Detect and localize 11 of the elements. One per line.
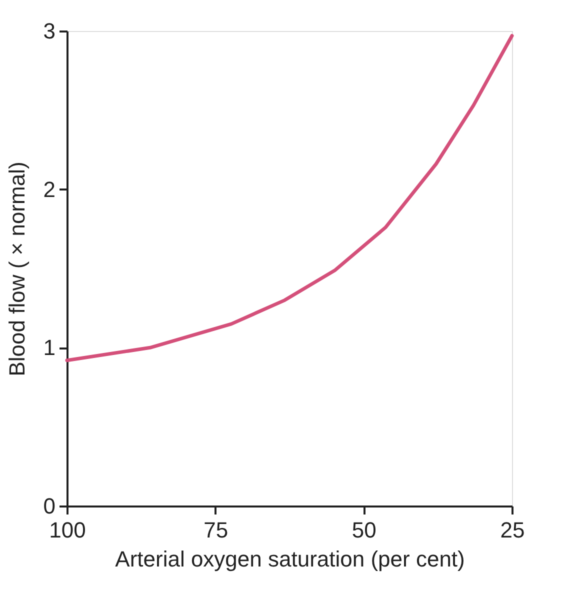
y-axis-title: Blood flow ( × normal) [4,162,30,376]
y-tick-label: 1 [43,335,56,360]
x-tick-label: 50 [352,518,376,542]
line-series [65,34,514,362]
x-tick-label: 75 [204,518,228,542]
y-tick-label: 3 [43,18,56,44]
y-tick-label: 0 [43,494,56,518]
x-axis-title: Arterial oxygen saturation (per cent) [115,546,465,572]
x-tick-label: 100 [49,518,86,542]
x-tick-label: 25 [500,518,525,542]
y-tick-label: 2 [43,176,56,202]
